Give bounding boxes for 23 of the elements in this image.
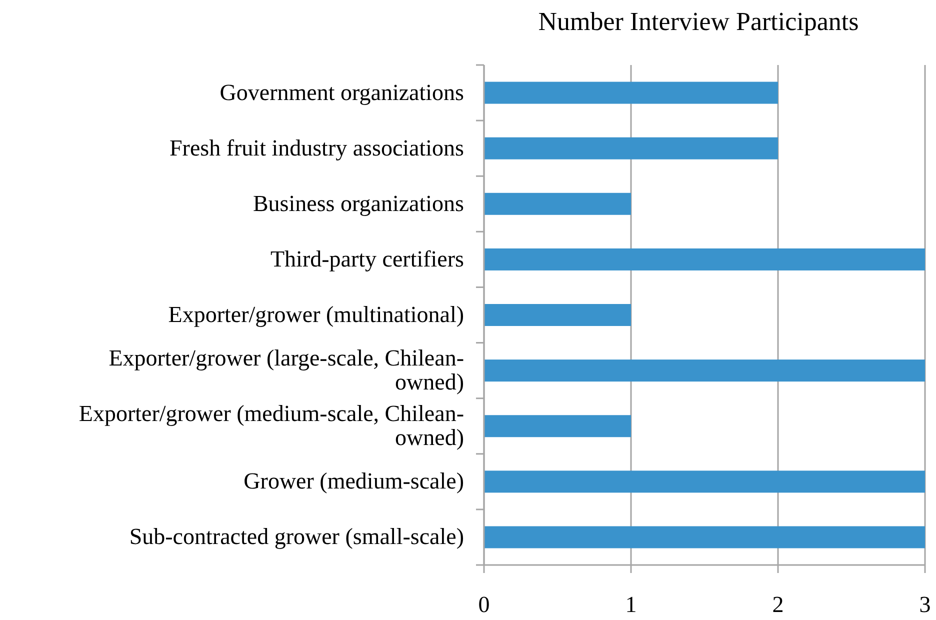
bar: [484, 248, 925, 270]
y-tick-label: Exporter/grower (medium-scale, Chilean-owned): [78, 401, 464, 450]
x-tick-label: 3: [919, 592, 931, 617]
y-tick-label: Sub-contracted grower (small-scale): [129, 524, 464, 550]
y-tick-label: Fresh fruit industry associations: [170, 135, 464, 160]
bar: [484, 526, 925, 548]
y-tick-label: Third-party certifiers: [270, 246, 464, 272]
bar: [484, 415, 631, 438]
bar: [484, 360, 925, 382]
y-tick-label: Government organizations: [220, 80, 464, 105]
y-tick-label: Grower (medium-scale): [244, 468, 464, 494]
y-tick-label: Exporter/grower (multinational): [168, 302, 464, 327]
y-tick-label: Exporter/grower (large-scale, Chilean-owned): [108, 346, 464, 395]
bar: [484, 137, 778, 160]
x-tick-label: 2: [772, 592, 784, 617]
chart-title: Number Interview Participants: [538, 7, 859, 36]
bar: [484, 470, 925, 493]
y-tick-label: Business organizations: [252, 190, 464, 216]
bar: [484, 192, 631, 215]
bar: [484, 82, 778, 104]
x-tick-label: 1: [625, 592, 637, 617]
bar: [484, 304, 631, 326]
x-tick-label: 0: [478, 592, 490, 617]
